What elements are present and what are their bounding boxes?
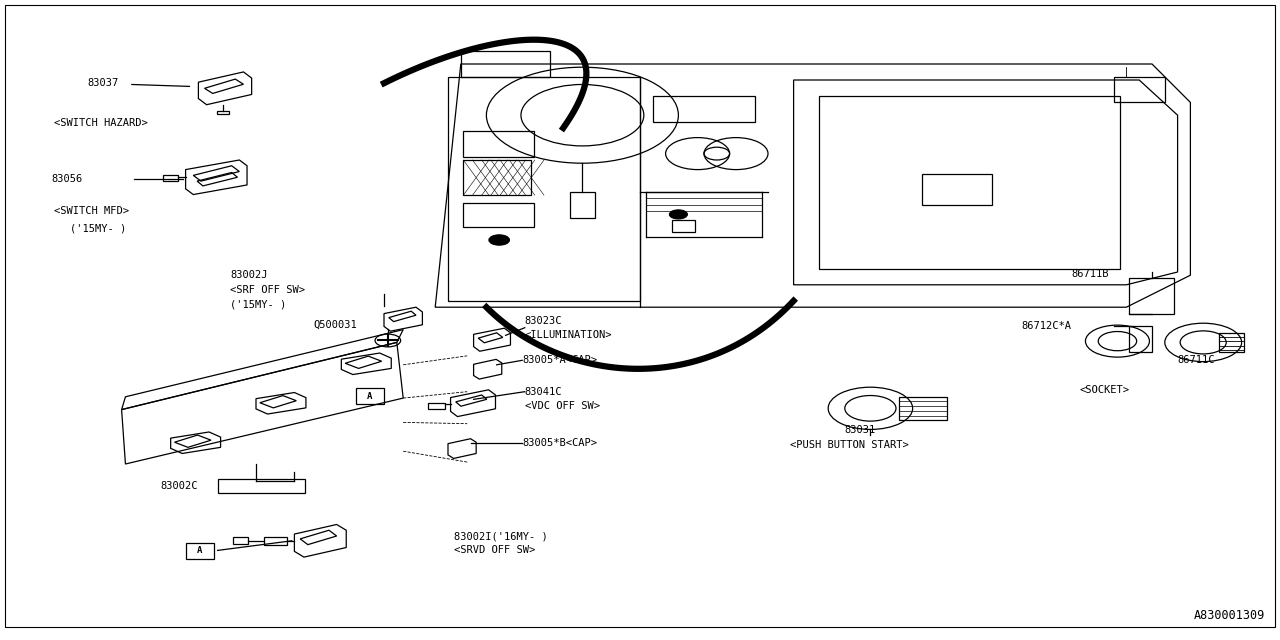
Text: <SRVD OFF SW>: <SRVD OFF SW> <box>454 545 535 556</box>
Text: 83031: 83031 <box>845 425 876 435</box>
Text: 83005*A<CAP>: 83005*A<CAP> <box>522 355 598 365</box>
Circle shape <box>489 235 509 245</box>
Text: 86712C*A: 86712C*A <box>1021 321 1071 332</box>
Bar <box>1129 326 1152 352</box>
Text: A830001309: A830001309 <box>1193 609 1265 622</box>
Text: Q500031: Q500031 <box>314 319 357 330</box>
Text: 83023C: 83023C <box>525 316 562 326</box>
Bar <box>819 96 1120 269</box>
Bar <box>1114 77 1165 102</box>
Text: 86711B: 86711B <box>1071 269 1108 279</box>
Bar <box>186 543 214 559</box>
Bar <box>463 203 534 227</box>
Bar <box>672 220 695 232</box>
Bar <box>216 111 229 114</box>
Bar <box>463 160 531 195</box>
Text: <SWITCH MFD>: <SWITCH MFD> <box>54 206 129 216</box>
Bar <box>922 174 992 205</box>
Text: 83005*B<CAP>: 83005*B<CAP> <box>522 438 598 448</box>
Text: <SWITCH HAZARD>: <SWITCH HAZARD> <box>54 118 147 128</box>
Text: 83037: 83037 <box>87 78 118 88</box>
Bar <box>233 538 248 544</box>
Bar <box>428 403 445 409</box>
Text: ('15MY- ): ('15MY- ) <box>70 223 127 234</box>
Bar <box>1129 278 1174 314</box>
Text: <VDC OFF SW>: <VDC OFF SW> <box>525 401 600 411</box>
Bar <box>356 388 384 404</box>
Text: <SOCKET>: <SOCKET> <box>1079 385 1129 396</box>
Bar <box>653 96 755 122</box>
Bar <box>1219 333 1244 352</box>
Text: 83002J: 83002J <box>230 270 268 280</box>
Text: 83041C: 83041C <box>525 387 562 397</box>
Text: <SRF OFF SW>: <SRF OFF SW> <box>230 285 306 295</box>
Bar <box>899 397 947 420</box>
Text: <ILLUMINATION>: <ILLUMINATION> <box>525 330 612 340</box>
Text: <PUSH BUTTON START>: <PUSH BUTTON START> <box>790 440 909 450</box>
Text: A: A <box>197 546 202 556</box>
Bar <box>163 175 178 181</box>
Text: 83002I('16MY- ): 83002I('16MY- ) <box>454 531 548 541</box>
Text: 83056: 83056 <box>51 174 82 184</box>
Text: ('15MY- ): ('15MY- ) <box>230 300 287 310</box>
Circle shape <box>669 210 687 219</box>
Text: 86711C: 86711C <box>1178 355 1215 365</box>
Bar <box>218 479 305 493</box>
Text: A: A <box>367 392 372 401</box>
Text: 83002C: 83002C <box>160 481 197 492</box>
Bar <box>463 131 534 157</box>
